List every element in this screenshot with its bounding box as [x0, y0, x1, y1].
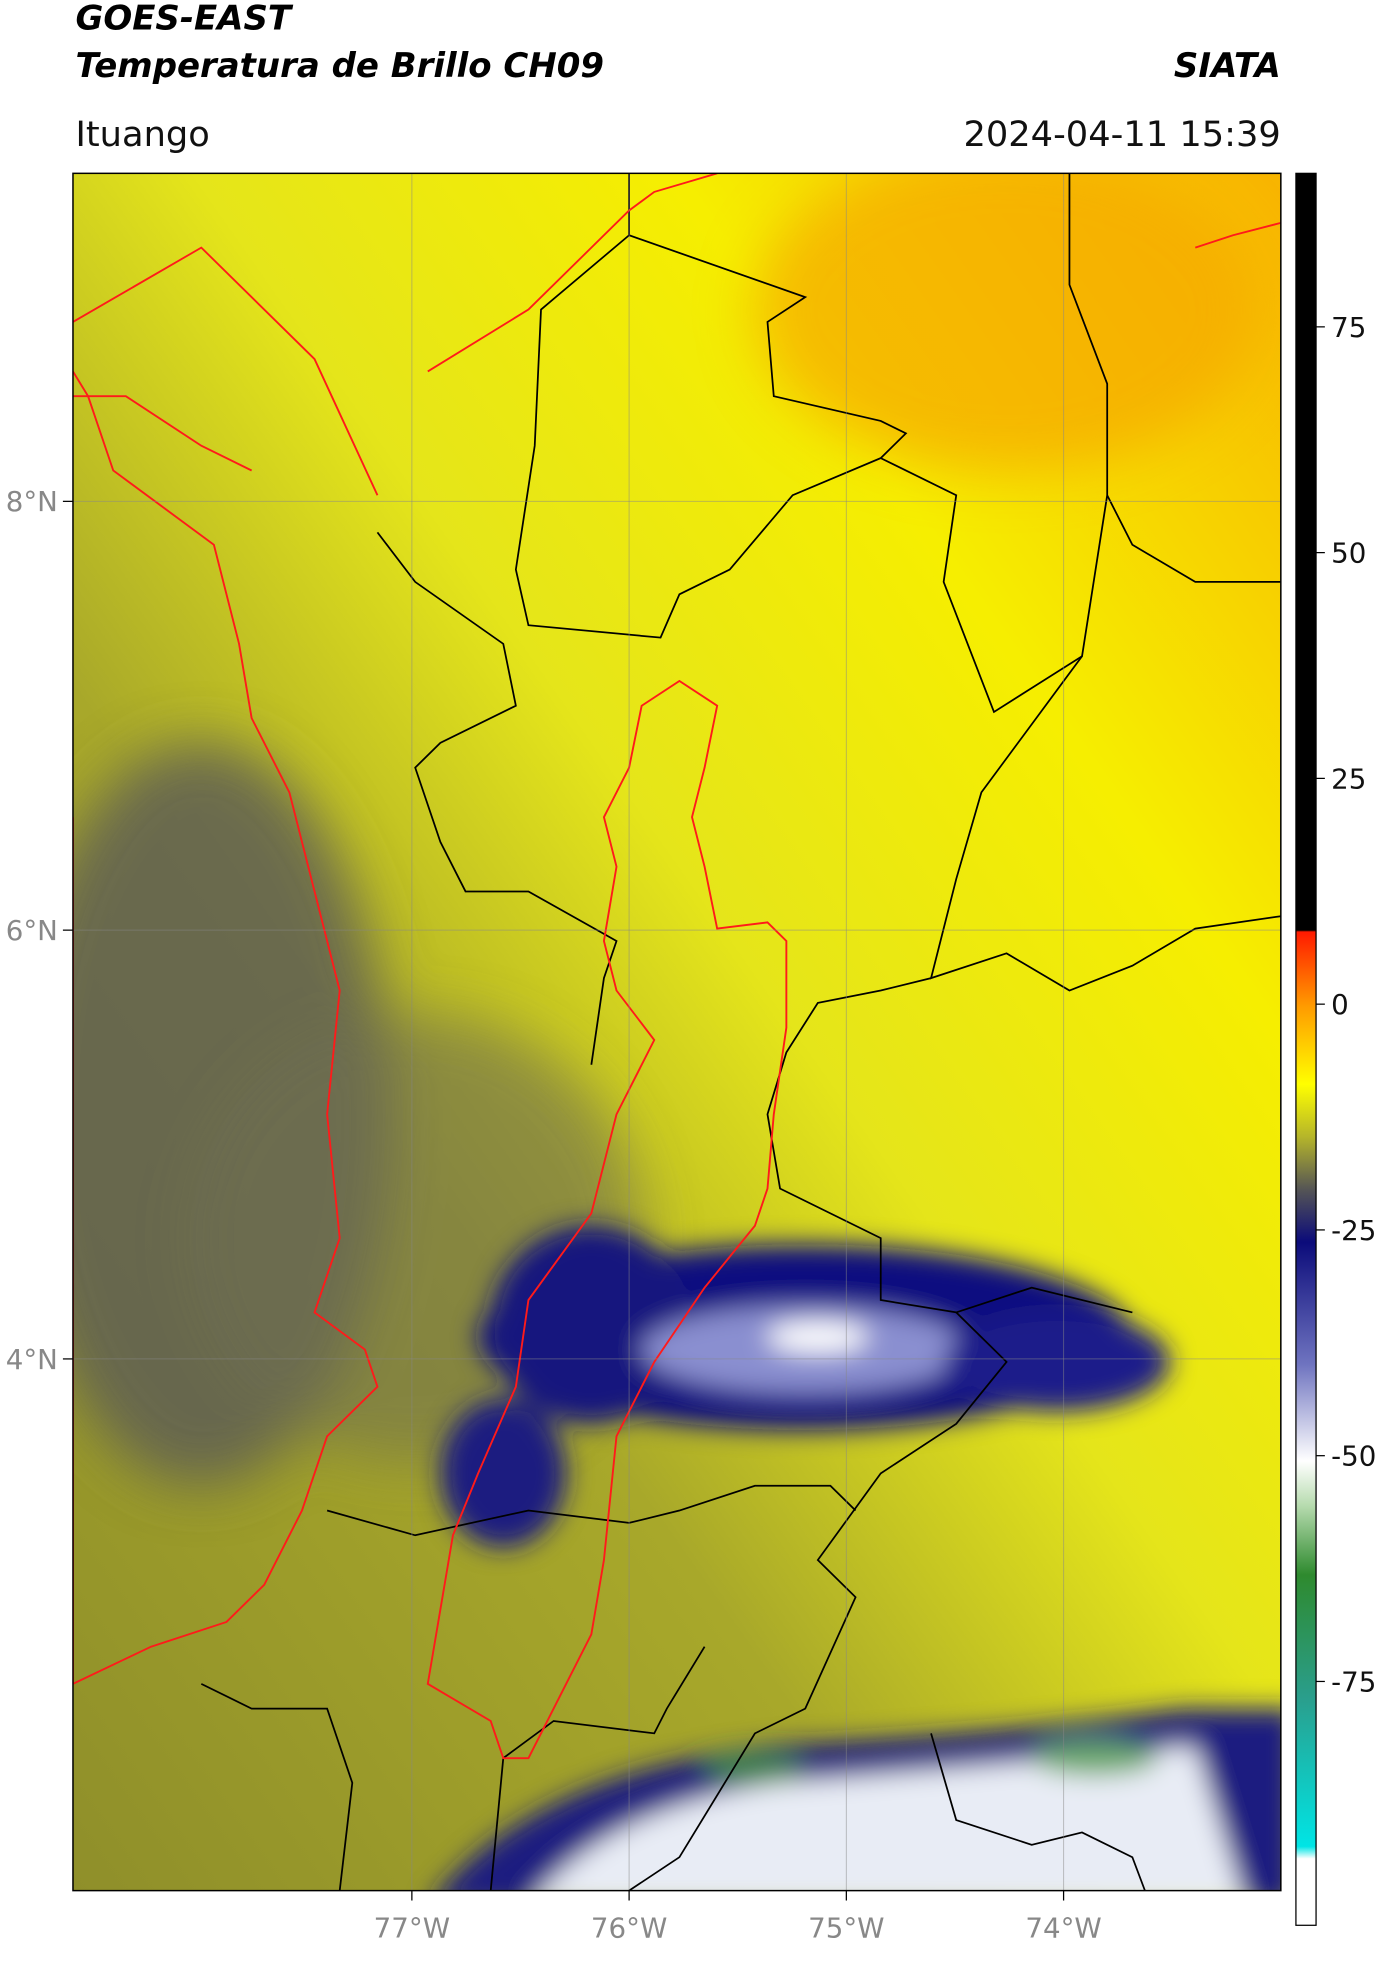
colorbar-tick-label: -75: [1331, 1668, 1376, 1699]
timestamp: 2024-04-11 15:39: [963, 115, 1280, 155]
y-tick-label: 8°N: [6, 487, 58, 518]
colorbar-tick-label: 0: [1331, 990, 1349, 1021]
agency: SIATA: [1174, 46, 1281, 85]
graticule: [72, 173, 1281, 1891]
satellite-field: [72, 173, 1281, 1891]
y-tick-label: 6°N: [6, 916, 58, 947]
map-frame: [72, 172, 1282, 1892]
x-tick-label: 75°W: [808, 1914, 884, 1945]
colorbar-tick-label: 75: [1331, 313, 1366, 344]
title-line-2: Temperatura de Brillo CH09: [75, 46, 604, 85]
colorbar-tick-label: 25: [1331, 764, 1366, 795]
colorbar-tick-label: -25: [1331, 1216, 1376, 1247]
colorbar-tick-label: 50: [1331, 539, 1366, 570]
title-line-1: GOES-EAST: [75, 0, 294, 38]
y-tick-label: 4°N: [6, 1345, 58, 1376]
x-tick-label: 76°W: [591, 1914, 667, 1945]
colorbar-tick-label: -50: [1331, 1442, 1376, 1473]
colorbar: [1295, 172, 1317, 1926]
x-tick-label: 77°W: [374, 1914, 450, 1945]
x-tick-label: 74°W: [1025, 1914, 1101, 1945]
location: Ituango: [75, 115, 209, 155]
